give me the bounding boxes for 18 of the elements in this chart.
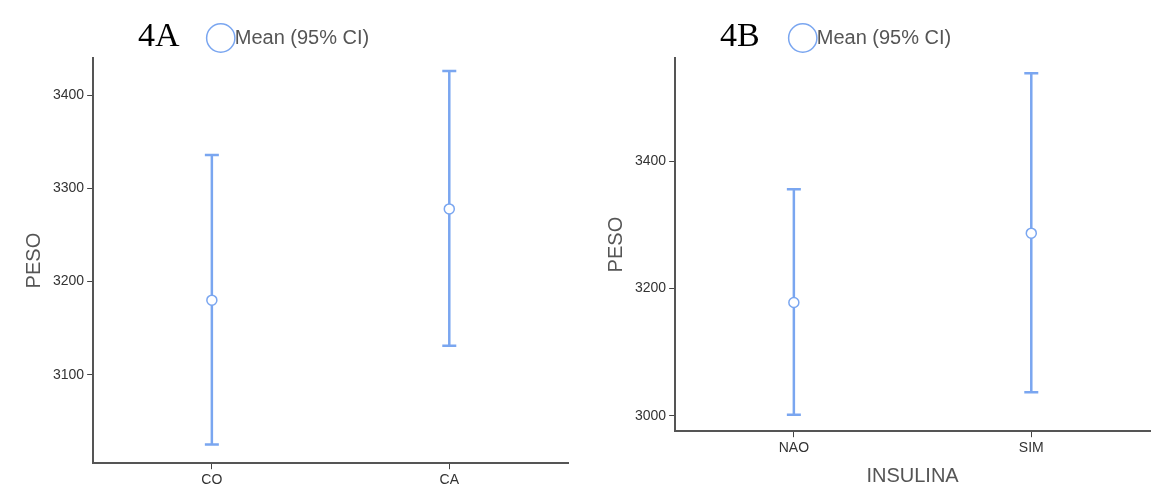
y-tick-label: 3300: [52, 179, 85, 196]
x-tick-label: SIM: [1018, 439, 1044, 456]
y-tick-label: 3200: [52, 272, 85, 289]
y-axis-title: PESO: [603, 216, 626, 273]
x-axis-title: INSULINA: [866, 463, 960, 486]
y-tick-label: 3100: [52, 365, 85, 382]
x-tick-label: NAO: [778, 439, 810, 456]
y-tick-label: 3400: [634, 152, 667, 169]
y-tick-label: 3000: [634, 406, 667, 423]
y-tick-label: 3200: [634, 279, 667, 296]
x-tick-label: CO: [201, 471, 223, 488]
y-axis-title: PESO: [21, 232, 44, 289]
legend-label: Mean (95% CI): [816, 25, 952, 48]
legend-label: Mean (95% CI): [234, 25, 370, 48]
chart-title: 4A: [138, 16, 180, 54]
x-tick-label: CA: [439, 471, 460, 488]
chart-title: 4B: [720, 16, 760, 54]
y-tick-label: 3400: [52, 86, 85, 103]
